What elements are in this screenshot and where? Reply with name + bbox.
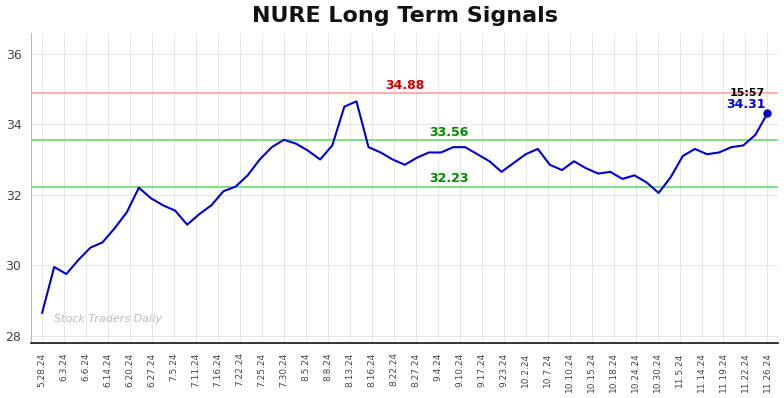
Title: NURE Long Term Signals: NURE Long Term Signals — [252, 6, 557, 25]
Text: 15:57: 15:57 — [730, 88, 765, 98]
Text: Stock Traders Daily: Stock Traders Daily — [53, 314, 162, 324]
Point — [761, 110, 774, 117]
Text: 32.23: 32.23 — [429, 172, 469, 185]
Text: 34.31: 34.31 — [726, 98, 765, 111]
Text: 34.88: 34.88 — [385, 79, 424, 92]
Text: 33.56: 33.56 — [429, 125, 469, 139]
